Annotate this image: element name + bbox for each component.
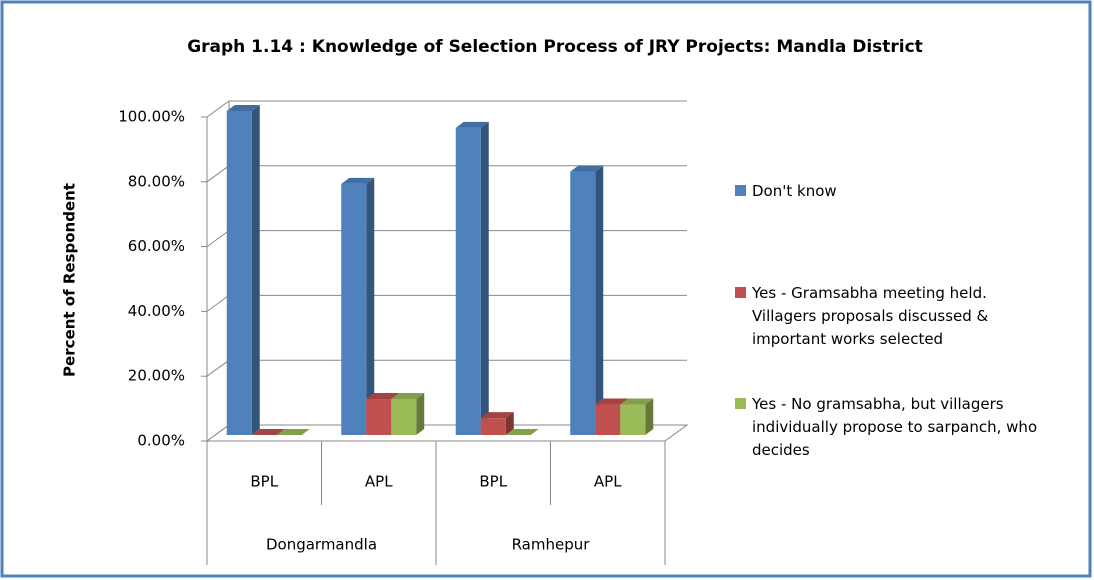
bar-side — [416, 393, 425, 435]
bar — [341, 183, 367, 435]
y-tick-label: 40.00% — [128, 302, 185, 320]
bar-top — [341, 177, 375, 184]
bar-side — [366, 177, 375, 435]
bar-top — [366, 393, 400, 400]
bar-top — [570, 165, 604, 172]
x-tick-label: APL — [365, 473, 393, 491]
legend-swatch — [735, 185, 746, 196]
grid-diagonal — [206, 165, 230, 183]
grid-diagonal — [206, 100, 230, 118]
bar — [366, 399, 392, 435]
bar — [455, 127, 481, 436]
bar-side — [505, 412, 514, 435]
x-tick-label: BPL — [250, 473, 278, 491]
bar — [391, 399, 417, 435]
x-tick-label: BPL — [479, 473, 507, 491]
legend-label: Yes - Gramsabha meeting held. Villagers … — [752, 284, 989, 348]
bar-top — [480, 412, 514, 419]
y-tick-label: 100.00% — [118, 108, 185, 126]
legend-label: Yes - No gramsabha, but villagers indivi… — [752, 395, 1038, 459]
bar — [480, 418, 506, 435]
group-label: Ramhepur — [512, 536, 591, 554]
legend-label: Don't know — [752, 182, 837, 200]
bar — [570, 171, 596, 435]
bar-top — [391, 393, 425, 400]
bar-side — [251, 105, 260, 435]
legend-swatch — [735, 398, 746, 409]
grid-diagonal — [206, 359, 230, 377]
bar-side — [645, 398, 654, 435]
bar-top — [251, 429, 285, 435]
chart-title: Graph 1.14 : Knowledge of Selection Proc… — [187, 37, 923, 57]
grid-diagonal — [206, 424, 230, 442]
bar-top — [505, 429, 539, 435]
legend-swatch — [735, 287, 746, 298]
y-tick-label: 0.00% — [137, 432, 185, 450]
bar-top — [620, 398, 654, 405]
bar — [226, 111, 252, 435]
bar-top — [226, 105, 260, 111]
x-tick-label: APL — [594, 473, 622, 491]
bar — [620, 404, 646, 435]
bar-top — [595, 398, 629, 405]
group-label: Dongarmandla — [266, 536, 377, 554]
bar-side — [595, 165, 604, 435]
grid-diagonal — [206, 294, 230, 312]
y-tick-label: 60.00% — [128, 237, 185, 255]
bar-side — [480, 121, 489, 436]
y-tick-label: 20.00% — [128, 367, 185, 385]
y-axis-label: Percent of Respondent — [61, 183, 79, 377]
bar-top — [455, 121, 489, 128]
grid-diagonal — [206, 230, 230, 248]
bar-top — [276, 429, 310, 435]
bar — [595, 404, 621, 435]
y-tick-label: 80.00% — [128, 172, 185, 190]
